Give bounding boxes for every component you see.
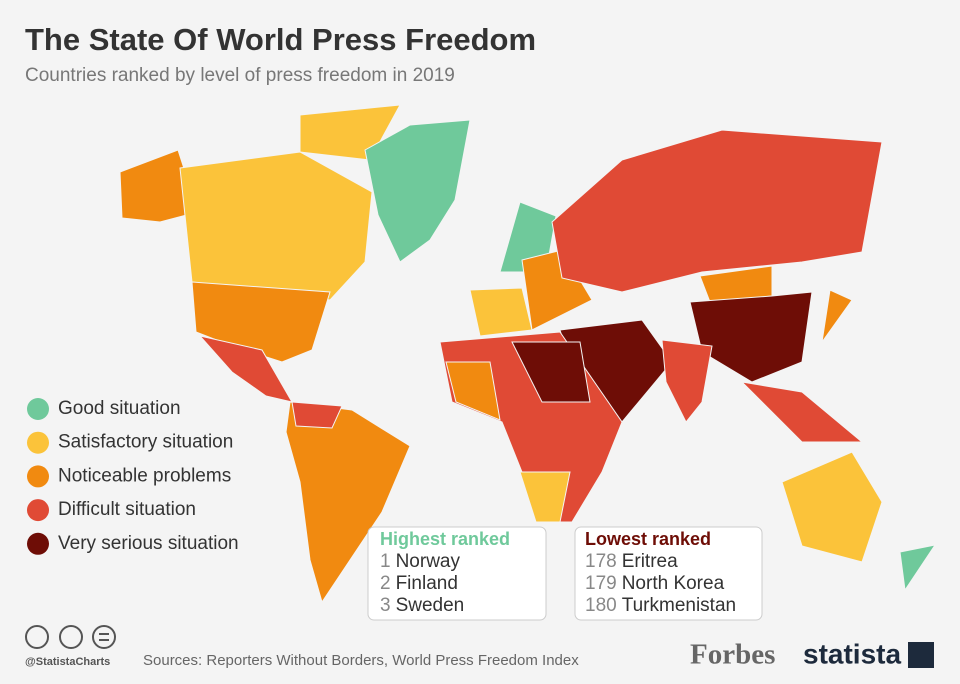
source: Sources: Reporters Without Borders, Worl… (143, 652, 579, 669)
country-name: Eritrea (622, 551, 678, 572)
rank-number: 2 (380, 573, 391, 594)
brand-logo (908, 642, 934, 668)
rank-number: 180 (585, 595, 617, 616)
rank-number: 178 (585, 551, 617, 572)
rank-row: 3 Sweden (380, 595, 464, 616)
country-region (511, 341, 591, 403)
legend-swatch (27, 532, 49, 555)
handle: @StatistaCharts (25, 656, 110, 668)
country-region (198, 335, 294, 403)
country-region (781, 451, 883, 563)
lowest-title: Lowest ranked (585, 529, 711, 549)
country-region (740, 381, 864, 443)
country-region (661, 339, 713, 423)
legend-swatch (27, 499, 49, 522)
legend-label: Noticeable problems (58, 465, 231, 486)
country-region (521, 249, 593, 331)
legend-label: Difficult situation (58, 499, 196, 520)
country-region (821, 289, 853, 343)
highest-title: Highest ranked (380, 529, 510, 549)
country-region (285, 401, 411, 604)
rank-number: 179 (585, 573, 617, 594)
brand-forbes: Forbes (690, 639, 775, 671)
highest-box (367, 526, 547, 621)
title: The State Of World Press Freedom (25, 22, 536, 57)
country-name: North Korea (622, 573, 725, 594)
country-region (551, 129, 883, 293)
country-region (469, 287, 533, 337)
country-region (899, 544, 937, 592)
country-region (364, 119, 471, 263)
brand-statista: statista (803, 638, 901, 669)
subtitle: Countries ranked by level of press freed… (25, 65, 455, 86)
country-region (445, 361, 501, 421)
country-region (291, 401, 343, 429)
legend-label: Good situation (58, 398, 181, 419)
legend: Good situation Satisfactory situation Noti… (27, 398, 239, 555)
license-icons (25, 625, 116, 649)
rank-row: 2 Finland (380, 573, 458, 594)
legend-swatch (27, 465, 49, 488)
legend-label: Satisfactory situation (58, 432, 233, 453)
legend-swatch (27, 431, 49, 454)
rank-number: 3 (380, 595, 391, 616)
country-name: Sweden (396, 595, 465, 616)
rank-row: 180 Turkmenistan (585, 595, 736, 616)
country-region (519, 471, 571, 523)
country-region (119, 149, 199, 223)
country-name: Finland (396, 573, 458, 594)
rank-number: 1 (380, 551, 391, 572)
country-name: Norway (396, 551, 461, 572)
legend-swatch (27, 398, 49, 420)
world-map (119, 104, 937, 604)
legend-label: Very serious situation (58, 533, 239, 554)
rank-row: 178 Eritrea (585, 551, 678, 572)
rank-row: 179 North Korea (585, 573, 725, 594)
lowest-box (574, 526, 763, 621)
country-name: Turkmenistan (622, 595, 736, 616)
rank-row: 1 Norway (380, 551, 460, 572)
